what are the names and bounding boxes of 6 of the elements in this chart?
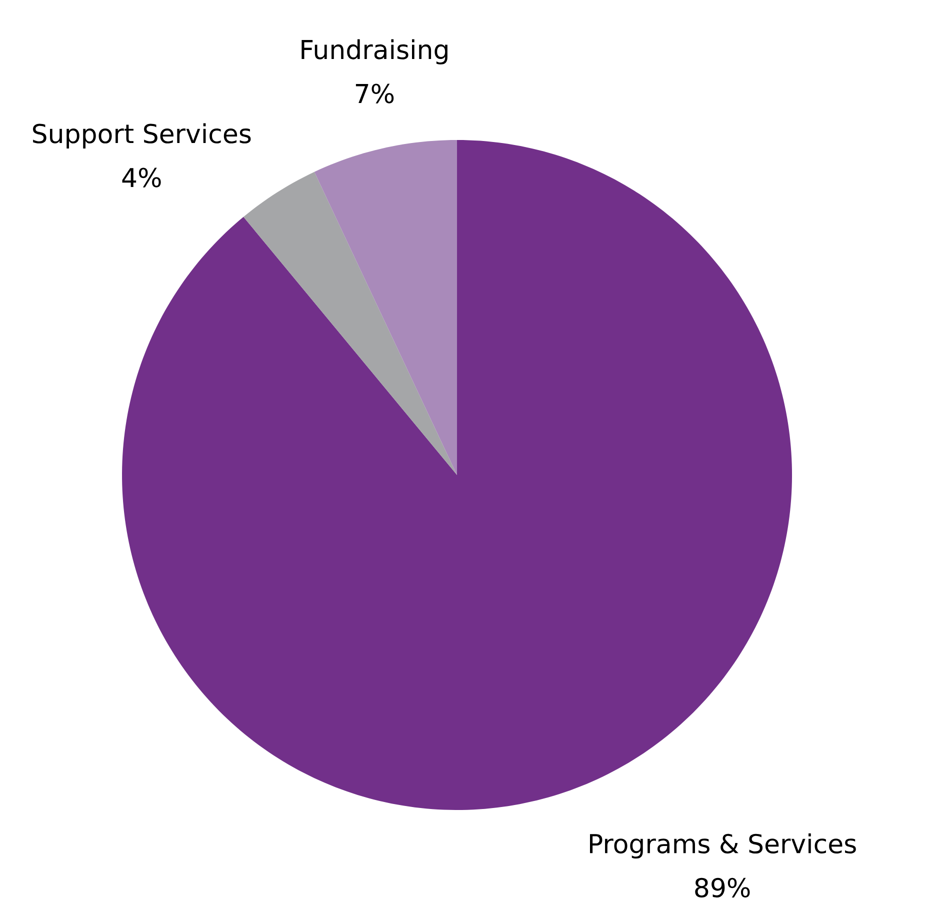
data-label: 4%	[122, 168, 161, 188]
data-label: 89%	[695, 878, 750, 898]
slice-label: Fundraising	[302, 39, 448, 64]
slice-label: Programs & Services	[590, 833, 856, 859]
data-label: 7%	[356, 84, 394, 104]
slice-label: Support Services	[32, 123, 251, 148]
